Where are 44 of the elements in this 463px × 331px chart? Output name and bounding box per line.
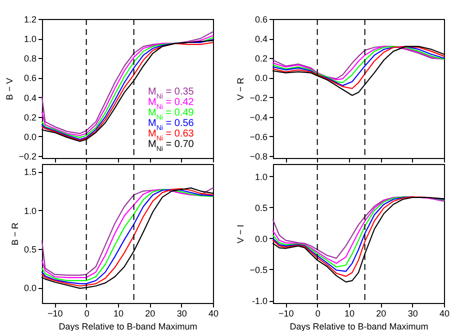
y-tick-label: -1.0 xyxy=(252,296,268,306)
y-tick-label: −0.6 xyxy=(250,132,268,142)
y-tick-label: 1.0 xyxy=(24,34,36,44)
x-tick-label: 30 xyxy=(176,308,187,318)
y-axis-title: V − R xyxy=(236,77,246,100)
y-tick-label: 0.0 xyxy=(24,283,36,294)
x-tick-label: 20 xyxy=(376,308,386,318)
x-tick-label: 20 xyxy=(145,308,156,318)
y-tick-label: −0.2 xyxy=(18,152,36,162)
y-axis-title: B − V xyxy=(4,78,15,100)
x-axis-title: Days Relative to B-band Maximum xyxy=(58,322,198,331)
y-tick-label: −0.8 xyxy=(250,152,268,162)
y-tick-label: 0.2 xyxy=(24,112,36,122)
y-tick-label: −0.2 xyxy=(250,92,268,103)
x-axis-title: Days Relative to B-band Maximum xyxy=(290,322,428,331)
x-tick-label: −10 xyxy=(48,308,63,318)
y-tick-label: 1.0 xyxy=(24,206,36,216)
y-tick-label: 0.2 xyxy=(254,54,268,64)
text: M$_{Ni}$ = 0.70 xyxy=(148,139,194,152)
y-tick-label: 0.8 xyxy=(24,54,36,64)
x-tick-label: 10 xyxy=(344,308,355,318)
y-tick-label: 0.0 xyxy=(254,234,268,244)
x-tick-label: 40 xyxy=(439,308,450,318)
y-axis-title: B − R xyxy=(10,222,20,246)
y-tick-label: 0.5 xyxy=(254,202,268,213)
x-tick-label: 40 xyxy=(208,308,219,318)
y-tick-label: 0.4 xyxy=(24,92,36,103)
y-tick-label: −0.4 xyxy=(250,112,268,122)
y-tick-label: 0.6 xyxy=(254,14,268,24)
y-tick-label: 0.5 xyxy=(24,244,36,254)
x-tick-label: 10 xyxy=(113,308,124,318)
y-tick-label: 0.0 xyxy=(24,132,36,142)
x-tick-label: 0 xyxy=(315,308,320,318)
y-tick-label: 0.4 xyxy=(254,34,268,44)
y-tick-label: 1.5 xyxy=(24,167,36,178)
y-tick-label: 1.0 xyxy=(254,172,268,182)
y-tick-label: 0.6 xyxy=(24,73,36,84)
y-tick-label: −0.5 xyxy=(250,264,268,275)
y-tick-label: 0.0 xyxy=(254,73,268,84)
x-tick-label: 0 xyxy=(84,308,90,318)
y-axis-title: V − I xyxy=(236,224,246,244)
x-tick-label: 30 xyxy=(408,308,418,318)
x-tick-label: −10 xyxy=(278,308,294,318)
y-tick-label: 1.2 xyxy=(24,14,36,24)
